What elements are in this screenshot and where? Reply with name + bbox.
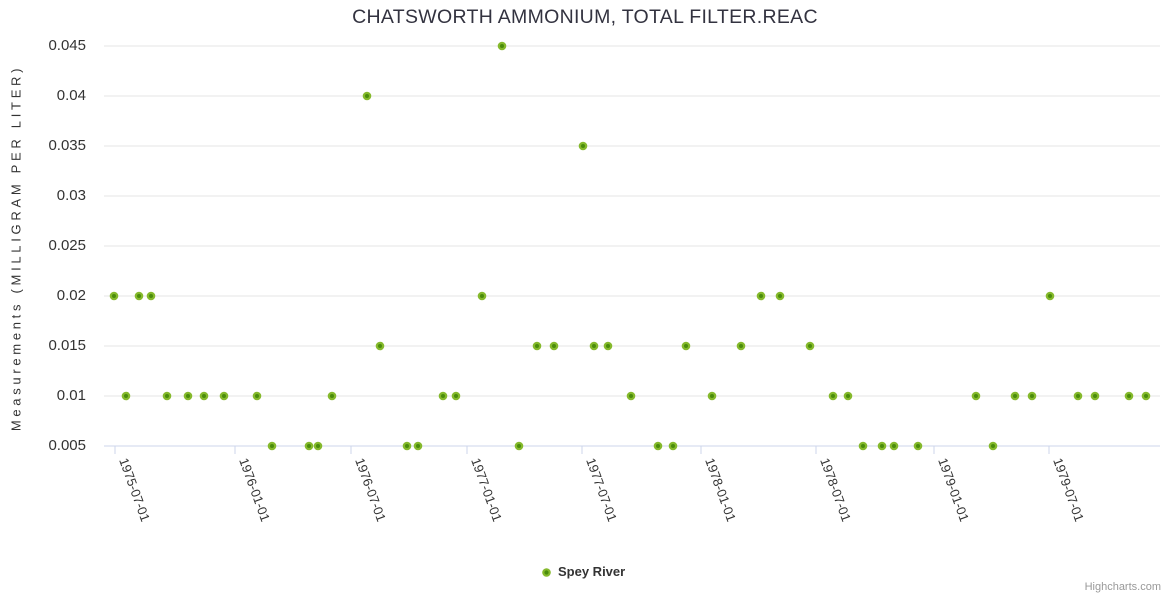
svg-text:1979-01-01: 1979-01-01 xyxy=(935,456,972,524)
svg-text:0.035: 0.035 xyxy=(48,137,86,154)
svg-text:1976-01-01: 1976-01-01 xyxy=(236,456,273,524)
svg-text:0.015: 0.015 xyxy=(48,337,86,354)
svg-text:1977-07-01: 1977-07-01 xyxy=(583,456,620,524)
svg-text:0.045: 0.045 xyxy=(48,37,86,54)
svg-text:0.025: 0.025 xyxy=(48,237,86,254)
svg-text:1975-07-01: 1975-07-01 xyxy=(116,456,153,524)
svg-text:0.04: 0.04 xyxy=(57,87,86,104)
svg-text:0.01: 0.01 xyxy=(57,387,86,404)
svg-text:1976-07-01: 1976-07-01 xyxy=(352,456,389,524)
svg-text:0.03: 0.03 xyxy=(57,187,86,204)
svg-text:0.02: 0.02 xyxy=(57,287,86,304)
svg-text:1978-07-01: 1978-07-01 xyxy=(817,456,854,524)
svg-text:1979-07-01: 1979-07-01 xyxy=(1050,456,1087,524)
svg-text:1978-01-01: 1978-01-01 xyxy=(702,456,739,524)
svg-text:1977-01-01: 1977-01-01 xyxy=(468,456,505,524)
svg-text:0.005: 0.005 xyxy=(48,437,86,454)
